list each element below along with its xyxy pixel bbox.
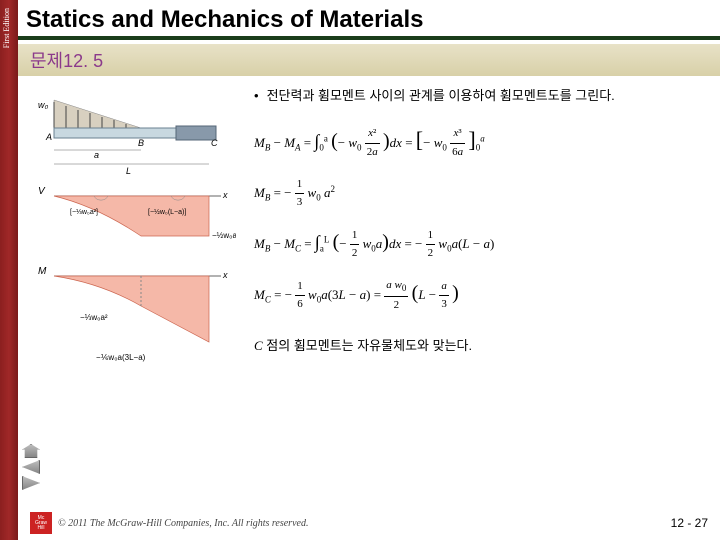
- equation-2: MB = − 13 w0 a2: [254, 176, 706, 212]
- svg-text:a: a: [94, 150, 99, 160]
- book-spine: First Edition: [0, 0, 18, 540]
- publisher-logo: McGrawHill: [30, 512, 52, 534]
- subheader-bar: 문제12. 5: [18, 44, 720, 76]
- conclusion-text: 점의 휨모멘트는 자유물체도와 맞는다.: [263, 338, 472, 353]
- svg-text:−½w₀a: −½w₀a: [212, 231, 236, 240]
- moment-diagram: M −⅓w₀a² −⅙w₀a(3L−a) x: [38, 266, 228, 362]
- svg-text:x: x: [222, 270, 228, 280]
- svg-text:B: B: [138, 138, 144, 148]
- page-number: 12 - 27: [671, 516, 708, 530]
- svg-text:V: V: [38, 186, 46, 197]
- svg-text:w₀: w₀: [38, 100, 48, 110]
- svg-text:M: M: [38, 266, 47, 277]
- svg-text:C: C: [211, 138, 218, 148]
- equation-1: MB − MA = ∫0a (− w0 x²2a )dx = [− w0 x³6…: [254, 122, 706, 162]
- point-c-label: C: [254, 338, 263, 353]
- footer-bar: McGrawHill © 2011 The McGraw-Hill Compan…: [18, 512, 720, 534]
- instruction-bullet: 전단력과 휨모멘트 사이의 관계를 이용하여 휨모멘트도를 그린다.: [254, 86, 706, 106]
- text-column: 전단력과 휨모멘트 사이의 관계를 이용하여 휨모멘트도를 그린다. MB − …: [248, 76, 720, 510]
- svg-text:A: A: [45, 132, 52, 142]
- svg-text:−⅙w₀a(3L−a): −⅙w₀a(3L−a): [96, 353, 146, 362]
- equation-3: MB − MC = ∫aL (− 12 w0a)dx = − 12 w0a(L …: [254, 226, 706, 263]
- book-title: Statics and Mechanics of Materials: [18, 0, 720, 34]
- svg-text:x: x: [222, 190, 228, 200]
- spine-edition: First Edition: [2, 8, 11, 48]
- copyright-text: © 2011 The McGraw-Hill Companies, Inc. A…: [58, 518, 308, 529]
- next-icon[interactable]: [22, 476, 40, 490]
- home-icon[interactable]: [22, 444, 40, 458]
- nav-controls: [22, 442, 40, 492]
- svg-text:L: L: [126, 166, 131, 176]
- content-area: w₀ A B C a L V [−⅓w₀a²] [−½w₀(L−a)]: [18, 76, 720, 510]
- title-bar: Statics and Mechanics of Materials: [18, 0, 720, 40]
- diagram-column: w₀ A B C a L V [−⅓w₀a²] [−½w₀(L−a)]: [18, 76, 248, 510]
- load-diagram: w₀ A B C a L: [38, 100, 218, 176]
- shear-diagram: V [−⅓w₀a²] [−½w₀(L−a)] −½w₀a x: [38, 186, 236, 240]
- svg-text:−⅓w₀a²: −⅓w₀a²: [80, 313, 108, 322]
- prev-icon[interactable]: [22, 460, 40, 474]
- beam-diagram: w₀ A B C a L V [−⅓w₀a²] [−½w₀(L−a)]: [26, 88, 236, 368]
- problem-number: 문제12. 5: [30, 47, 103, 73]
- svg-text:[−⅓w₀a²]: [−⅓w₀a²]: [70, 209, 98, 216]
- conclusion-note: C 점의 휨모멘트는 자유물체도와 맞는다.: [254, 335, 706, 354]
- svg-text:[−½w₀(L−a)]: [−½w₀(L−a)]: [148, 208, 186, 216]
- equation-4: MC = − 16 w0a(3L − a) = a w02 (L − a3 ): [254, 277, 706, 315]
- bullet-content: 전단력과 휨모멘트 사이의 관계를 이용하여 휨모멘트도를 그린다.: [267, 86, 615, 106]
